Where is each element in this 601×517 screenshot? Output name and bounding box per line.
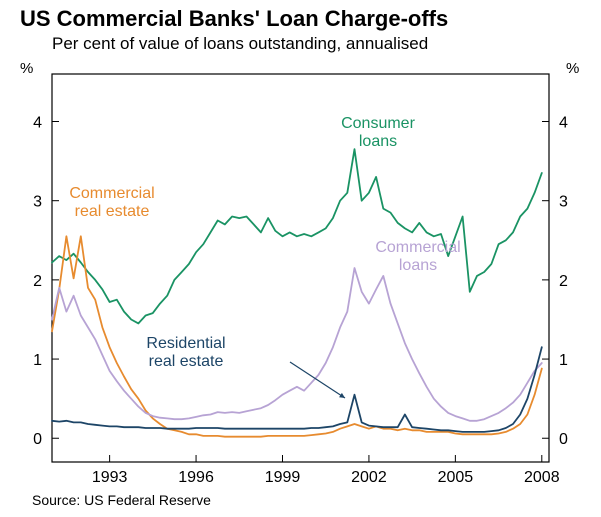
svg-text:2002: 2002: [351, 469, 387, 486]
svg-text:1999: 1999: [265, 469, 301, 486]
svg-text:3: 3: [559, 194, 568, 211]
svg-text:Commercial: Commercial: [69, 185, 154, 202]
svg-text:1: 1: [559, 352, 568, 369]
svg-text:4: 4: [559, 115, 568, 132]
svg-text:Commercial: Commercial: [375, 239, 460, 256]
chart-container: US Commercial Banks' Loan Charge-offs Pe…: [0, 0, 601, 517]
svg-text:3: 3: [33, 194, 42, 211]
svg-text:real estate: real estate: [75, 203, 150, 220]
svg-text:loans: loans: [359, 133, 397, 150]
svg-text:Consumer: Consumer: [341, 115, 415, 132]
source-text: Source: US Federal Reserve: [32, 492, 211, 508]
svg-text:2: 2: [33, 273, 42, 290]
svg-text:4: 4: [33, 115, 42, 132]
svg-text:real estate: real estate: [149, 353, 224, 370]
svg-text:Residential: Residential: [146, 335, 225, 352]
svg-text:loans: loans: [399, 257, 437, 274]
svg-text:2008: 2008: [524, 469, 560, 486]
svg-text:1: 1: [33, 352, 42, 369]
svg-text:2005: 2005: [438, 469, 474, 486]
svg-text:0: 0: [33, 431, 42, 448]
svg-text:2: 2: [559, 273, 568, 290]
svg-text:0: 0: [559, 431, 568, 448]
chart-svg: 0 0 1 1 2 2 3 3 4 4 1993 1996 1999 2002 2005 2008 Consum…: [0, 0, 601, 517]
svg-text:1993: 1993: [92, 469, 128, 486]
svg-text:1996: 1996: [178, 469, 214, 486]
